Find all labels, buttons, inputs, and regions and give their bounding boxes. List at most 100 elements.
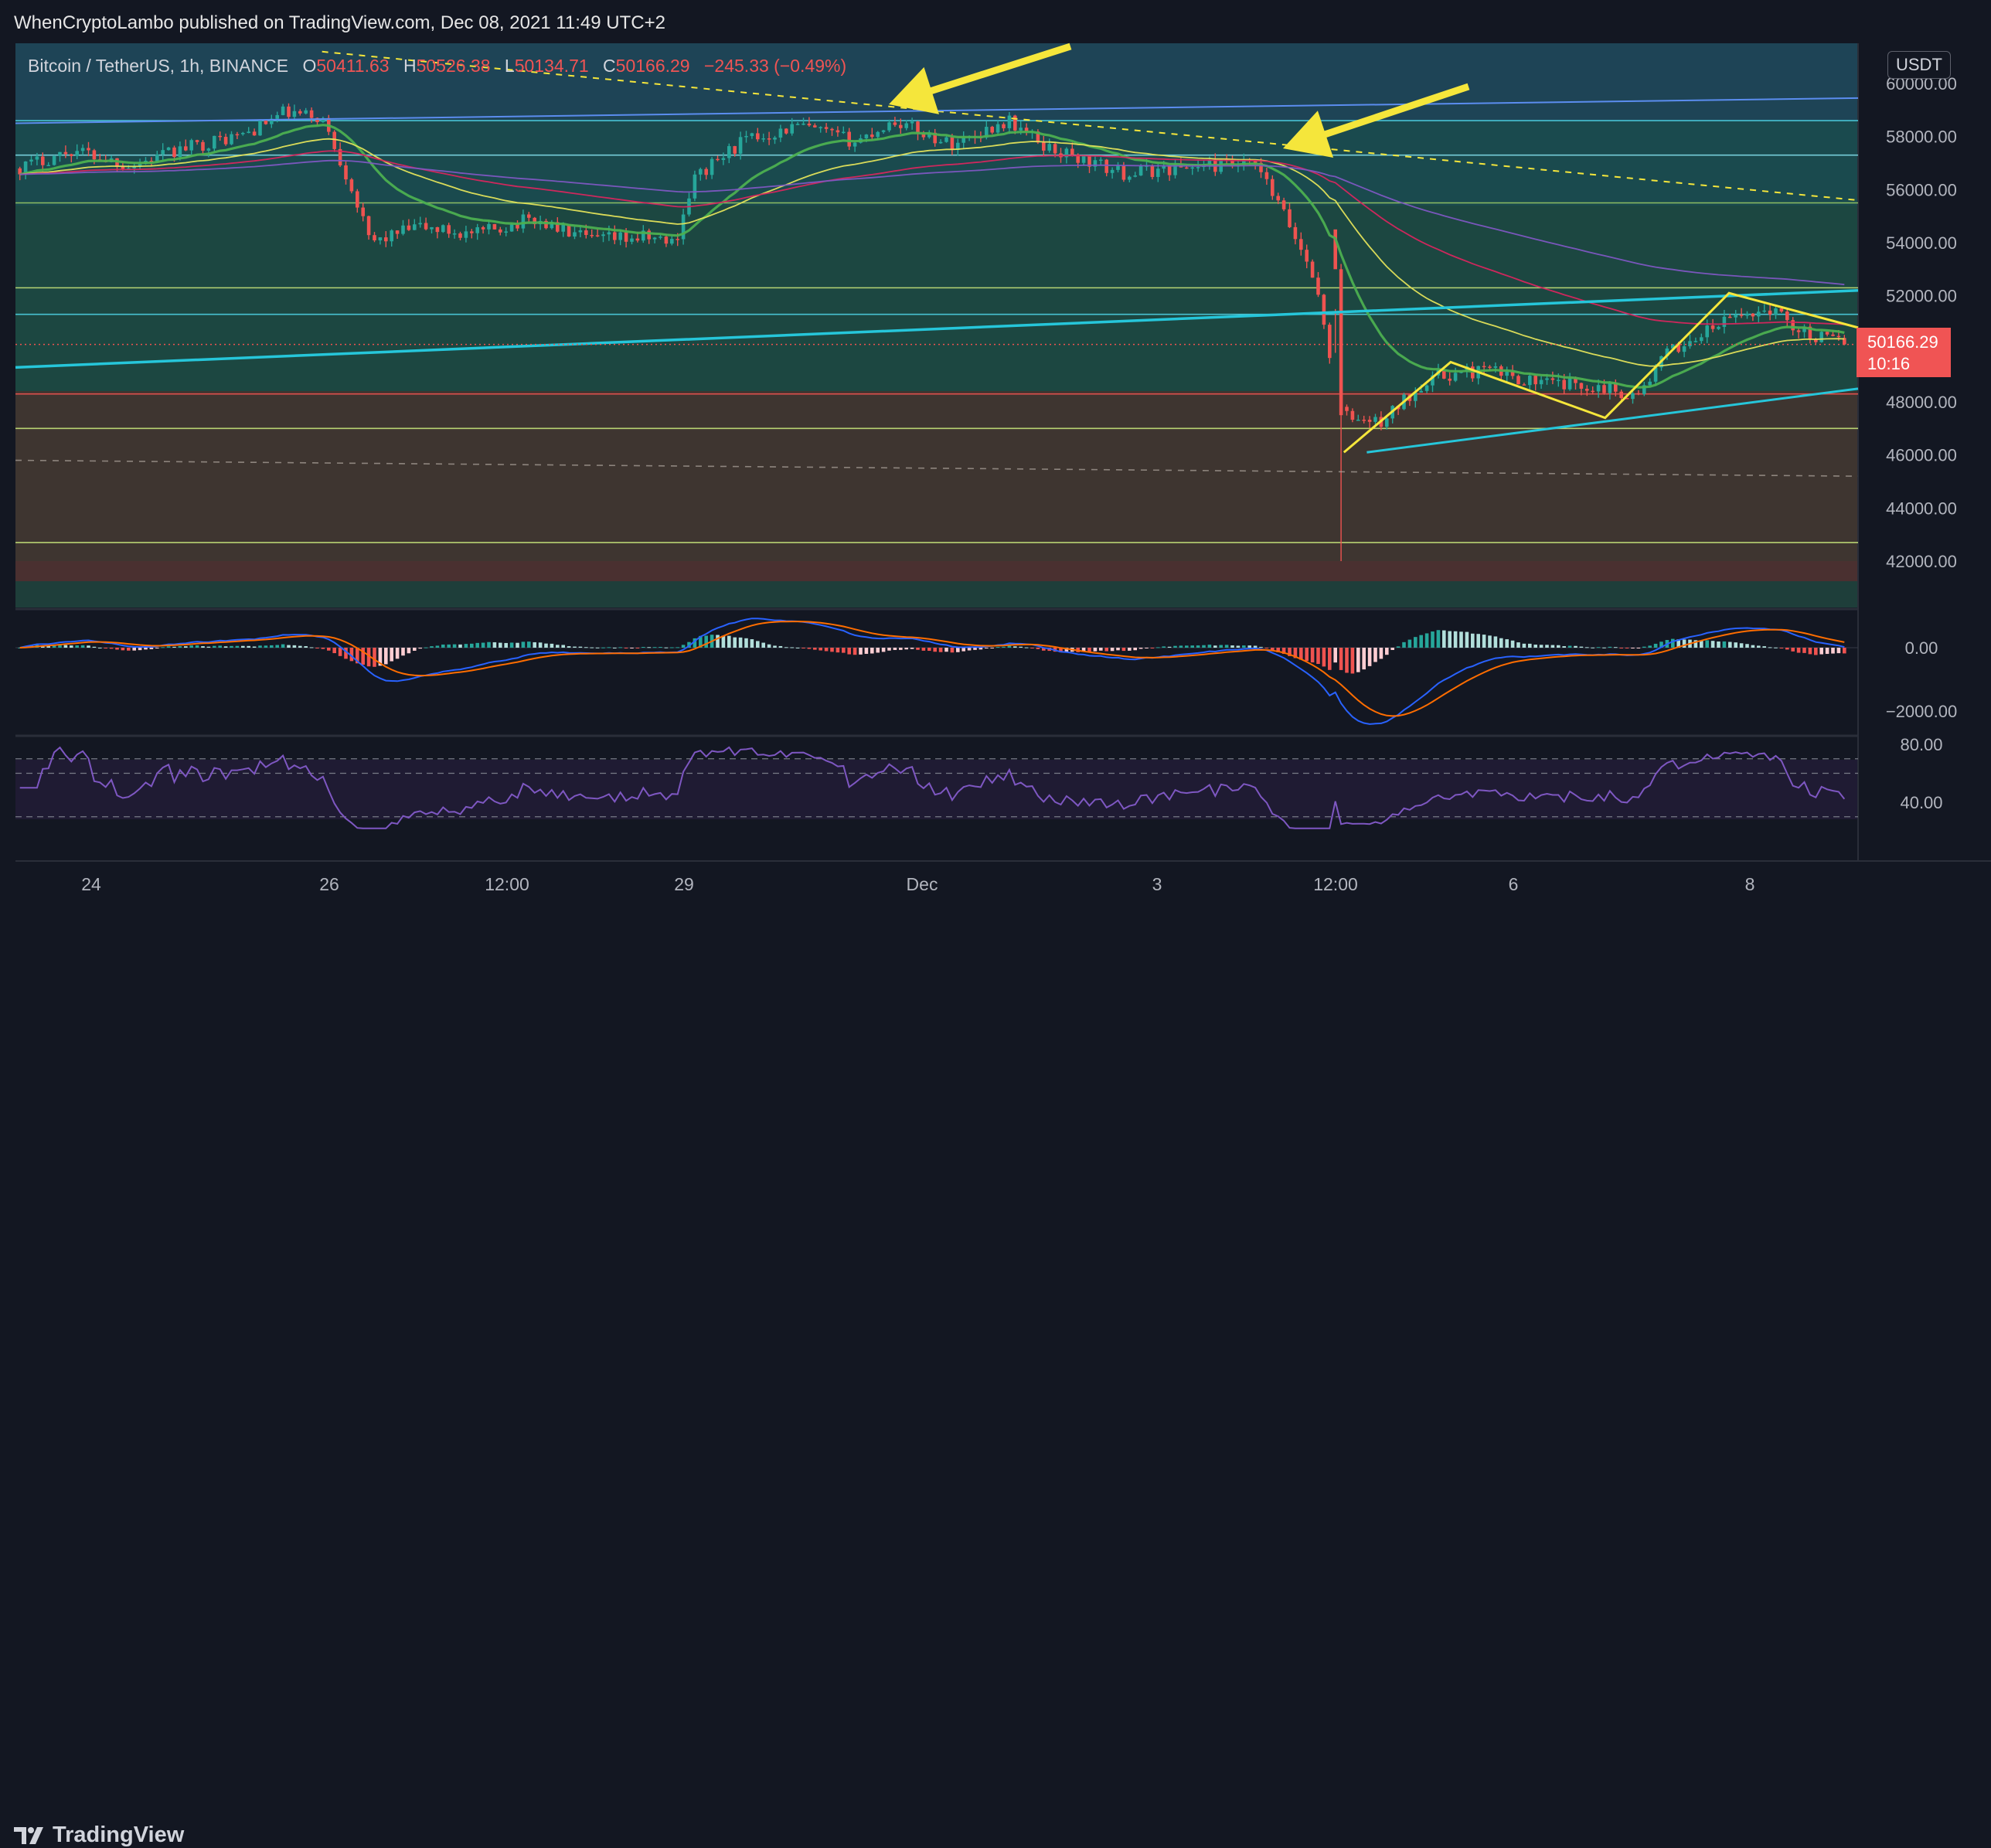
candle-body (390, 230, 393, 242)
macd-histogram-bar (1453, 631, 1458, 648)
macd-histogram-bar (773, 645, 777, 648)
candle-body (710, 158, 714, 175)
candle-body (876, 131, 880, 138)
macd-histogram-bar (378, 648, 383, 666)
macd-histogram-bar (573, 646, 577, 648)
candle-body (556, 222, 560, 232)
macd-histogram-bar (1059, 648, 1063, 653)
candle-body (1631, 393, 1635, 400)
macd-histogram-bar (1717, 641, 1720, 648)
ema-50-line (19, 138, 1845, 367)
candle-body (499, 229, 502, 233)
macd-histogram-bar (687, 642, 691, 648)
close-value: 50166.29 (615, 56, 690, 76)
macd-histogram-bar (1762, 646, 1766, 648)
candle-body (607, 232, 611, 235)
candle-body (184, 146, 188, 151)
symbol-name[interactable]: Bitcoin / TetherUS, 1h, BINANCE (28, 56, 289, 76)
candle-body (1636, 393, 1641, 395)
macd-histogram-bar (452, 644, 457, 648)
macd-histogram-bar (1808, 648, 1812, 655)
candle-body (1533, 376, 1537, 385)
zigzag-pattern (1343, 291, 1859, 454)
macd-histogram-bar (727, 635, 731, 648)
macd-histogram-bar (693, 638, 697, 648)
drawing-tools[interactable] (15, 43, 1859, 477)
candle-body (904, 123, 908, 128)
time-tick-label: 6 (1509, 874, 1519, 894)
price-axis[interactable]: 60000.0058000.0056000.0054000.0052000.00… (1886, 74, 1957, 812)
macd-histogram-bar (487, 642, 491, 648)
candle-body (1288, 209, 1292, 227)
macd-histogram-bar (864, 648, 869, 654)
candle-body (693, 174, 697, 199)
candle-body (1207, 160, 1212, 165)
macd-histogram-bar (1614, 647, 1618, 648)
macd-histogram-bar (1373, 648, 1377, 662)
macd-histogram-bar (52, 645, 56, 648)
candle-body (418, 223, 422, 225)
lower-trendline (1366, 387, 1859, 454)
macd-histogram-bar (1745, 644, 1749, 648)
time-axis[interactable]: 24 26 12:00 29 Dec 3 12:00 6 8 (81, 874, 1754, 894)
macd-histogram-bar (1196, 645, 1200, 648)
macd-histogram-bar (1019, 646, 1023, 648)
macd-histogram-bar (1528, 643, 1532, 648)
high-value: 50526.38 (416, 56, 491, 76)
macd-histogram-bar (1133, 648, 1137, 651)
macd-histogram-bar (647, 647, 651, 648)
macd-histogram-bar (1459, 631, 1463, 648)
macd-histogram-bar (1087, 648, 1091, 652)
candle-body (1493, 366, 1498, 368)
candle-body (613, 232, 617, 240)
macd-histogram-bar (1081, 648, 1086, 652)
macd-histogram-bar (1007, 645, 1012, 648)
candle-body (744, 135, 748, 138)
time-tick-label: 3 (1152, 874, 1162, 894)
macd-histogram-bar (533, 642, 536, 648)
candle-body (1099, 159, 1103, 162)
macd-histogram-bar (504, 642, 508, 648)
candle-body (1700, 337, 1703, 342)
candle-body (1528, 376, 1532, 386)
candle-body (550, 222, 554, 229)
chart-area[interactable]: 60000.0058000.0056000.0054000.0052000.00… (0, 0, 1991, 906)
candle-body (1705, 325, 1709, 338)
candle-body (778, 128, 783, 138)
macd-histogram-bar (401, 648, 405, 656)
macd-histogram-bar (618, 647, 622, 648)
macd-histogram-bar (887, 648, 891, 651)
candle-body (573, 232, 577, 237)
candle-body (1316, 277, 1320, 295)
macd-histogram-bar (733, 637, 737, 648)
macd-histogram-bar (784, 647, 788, 648)
macd-histogram-bar (1385, 648, 1389, 655)
macd-histogram-bar (75, 645, 79, 648)
candle-body (1665, 348, 1669, 356)
candle-body (956, 142, 960, 151)
macd-histogram-bar (1442, 630, 1446, 648)
candle-body (223, 137, 228, 145)
macd-histogram-bar (1271, 648, 1275, 651)
candle-body (830, 128, 834, 131)
macd-histogram-bar (373, 648, 376, 667)
macd-histogram-bar (1247, 645, 1251, 648)
macd-histogram-bar (921, 648, 926, 651)
candle-body (1328, 325, 1332, 359)
tradingview-logo[interactable]: TradingView (14, 1822, 184, 1848)
macd-histogram-bar (1064, 648, 1069, 652)
candle-body (1642, 385, 1646, 394)
macd-histogram-bar (584, 647, 588, 648)
candle-body (578, 230, 583, 233)
macd-histogram-bar (1322, 648, 1326, 667)
currency-selector[interactable]: USDT (1887, 51, 1951, 79)
macd-histogram-bar (1402, 642, 1406, 648)
macd-histogram-bar (281, 644, 285, 648)
candle-body (985, 127, 989, 138)
macd-histogram-bar (304, 646, 308, 648)
macd-histogram-bar (178, 646, 182, 648)
macd-pane-bg (15, 611, 1858, 734)
candle-body (321, 117, 325, 122)
macd-histogram-bar (1562, 646, 1566, 648)
candle-body (281, 106, 285, 115)
